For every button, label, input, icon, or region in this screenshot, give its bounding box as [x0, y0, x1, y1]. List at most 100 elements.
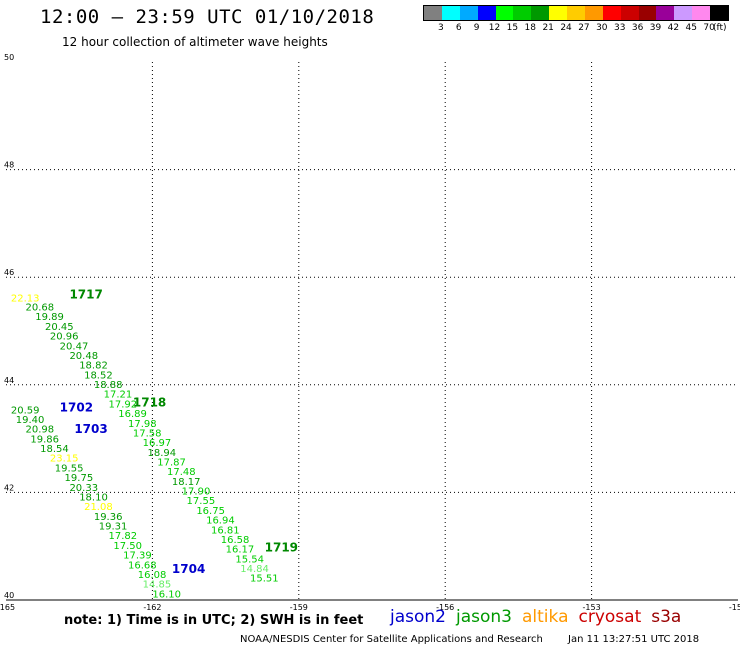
legend-tick-label: 42	[667, 23, 680, 33]
wave-height-value: 16.10	[152, 589, 181, 600]
legend-swatch	[424, 6, 442, 20]
wave-height-value: 16.17	[226, 545, 255, 556]
wave-height-value: 17.58	[133, 428, 162, 439]
track-pass-label: 1704	[172, 562, 205, 576]
legend-unit: (ft)	[713, 23, 727, 33]
legend-tick-label: 39	[649, 23, 662, 33]
mission-cryosat: cryosat	[578, 607, 642, 627]
legend-swatch	[602, 6, 621, 20]
wave-height-value: 20.48	[69, 351, 98, 362]
page-subtitle: 12 hour collection of altimeter wave hei…	[62, 35, 328, 49]
wave-height-value: 17.50	[113, 541, 142, 552]
legend-tick-label: 36	[631, 23, 644, 33]
wave-height-value: 16.58	[221, 535, 250, 546]
wave-height-value: 19.36	[94, 512, 123, 523]
legend-tick-label: 21	[542, 23, 554, 33]
wave-height-value: 14.85	[143, 580, 172, 591]
wave-height-value: 17.55	[187, 496, 216, 507]
wave-height-value: 20.45	[45, 322, 74, 333]
lat-label: 50	[4, 53, 14, 62]
legend-tick-label: 15	[506, 23, 519, 33]
legend-swatch	[531, 6, 550, 20]
credit-line: NOAA/NESDIS Center for Satellite Applica…	[240, 634, 721, 645]
wave-height-value: 23.15	[50, 454, 79, 465]
footer-note: note: 1) Time is in UTC; 2) SWH is in fe…	[64, 613, 364, 628]
wave-height-value: 17.90	[182, 487, 211, 498]
legend-swatch	[656, 6, 675, 20]
mission-legend: jason2 jason3 altika cryosat s3a	[390, 607, 691, 627]
wave-height-value: 19.40	[16, 415, 45, 426]
wave-height-value: 16.97	[143, 438, 172, 449]
legend-swatch	[710, 6, 728, 20]
lat-label: 42	[4, 483, 14, 492]
wave-height-value: 20.33	[69, 483, 98, 494]
legend-swatch	[549, 6, 567, 20]
wave-height-value: 17.92	[108, 399, 137, 410]
track-pass-label: 1717	[69, 288, 102, 302]
wave-height-value: 16.89	[118, 409, 147, 420]
wave-height-value: 18.17	[172, 477, 201, 488]
lon-label: -156	[436, 603, 454, 612]
wave-height-value: 22.13	[11, 293, 40, 304]
wave-height-value: 18.52	[84, 370, 113, 381]
legend-swatch	[567, 6, 585, 20]
wave-height-value: 14.84	[240, 564, 269, 575]
wave-height-value: 21.08	[84, 502, 113, 513]
legend-tick-label: 70	[703, 23, 715, 33]
lat-label: 40	[4, 591, 14, 600]
legend-swatch	[441, 6, 460, 20]
wave-height-value: 17.82	[108, 531, 137, 542]
wave-height-value: 17.98	[128, 419, 157, 430]
lat-label: 48	[4, 161, 14, 170]
wave-height-value: 15.51	[250, 574, 279, 585]
legend-swatch	[513, 6, 532, 20]
lat-label: 46	[4, 268, 14, 277]
wave-height-value: 20.59	[11, 405, 40, 416]
legend-swatch	[674, 6, 693, 20]
legend-swatch	[584, 6, 603, 20]
legend-tick-label: 24	[560, 23, 572, 33]
legend-swatch	[495, 6, 514, 20]
lon-label: -153	[583, 603, 601, 612]
mission-jason3: jason3	[456, 607, 512, 627]
legend-tick-label: 18	[524, 23, 537, 33]
legend-tick-label: 30	[596, 23, 608, 33]
wave-height-value: 16.94	[206, 516, 235, 527]
wave-height-value: 20.96	[50, 332, 79, 343]
legend-tick-label: 45	[685, 23, 697, 33]
legend-color-bar	[423, 5, 729, 21]
page-title: 12:00 – 23:59 UTC 01/10/2018	[40, 6, 375, 28]
wave-height-value: 19.75	[65, 473, 94, 484]
legend-swatch	[477, 6, 496, 20]
legend-tick-label: 6	[455, 23, 462, 33]
mission-s3a: s3a	[651, 607, 682, 627]
wave-height-legend: 3 6 9 12 15 18 21 24 27 30 33 36 39 42 45 70 (ft)	[423, 5, 740, 35]
lon-label: -150	[729, 603, 740, 612]
wave-height-value: 18.82	[79, 361, 108, 372]
wave-height-value: 20.68	[26, 303, 55, 314]
legend-swatch	[459, 6, 478, 20]
legend-tick-label: 27	[578, 23, 590, 33]
legend-tick-label: 9	[473, 23, 480, 33]
wave-height-value: 18.94	[148, 448, 177, 459]
wave-height-value: 19.89	[35, 312, 64, 323]
wave-height-value: 18.88	[94, 380, 123, 391]
wave-height-value: 17.87	[157, 458, 186, 469]
track-pass-label: 1703	[74, 422, 107, 436]
legend-tick-label: 12	[488, 23, 501, 33]
wave-height-value: 17.39	[123, 551, 152, 562]
track-pass-label: 1702	[60, 401, 93, 415]
wave-height-value: 19.86	[30, 434, 59, 445]
wave-height-value: 20.47	[60, 341, 89, 352]
legend-swatch	[692, 6, 710, 20]
timestamp-text: Jan 11 13:27:51 UTC 2018	[568, 634, 700, 645]
legend-swatch	[638, 6, 657, 20]
legend-tick-labels: 3 6 9 12 15 18 21 24 27 30 33 36 39 42 45 70 (ft)	[423, 21, 740, 35]
track-pass-label: 1719	[265, 541, 298, 555]
legend-tick-label: 3	[438, 23, 444, 33]
lon-label: -165	[0, 603, 15, 612]
wave-height-value: 16.08	[138, 570, 167, 581]
mission-altika: altika	[522, 607, 569, 627]
lon-label: -159	[290, 603, 308, 612]
